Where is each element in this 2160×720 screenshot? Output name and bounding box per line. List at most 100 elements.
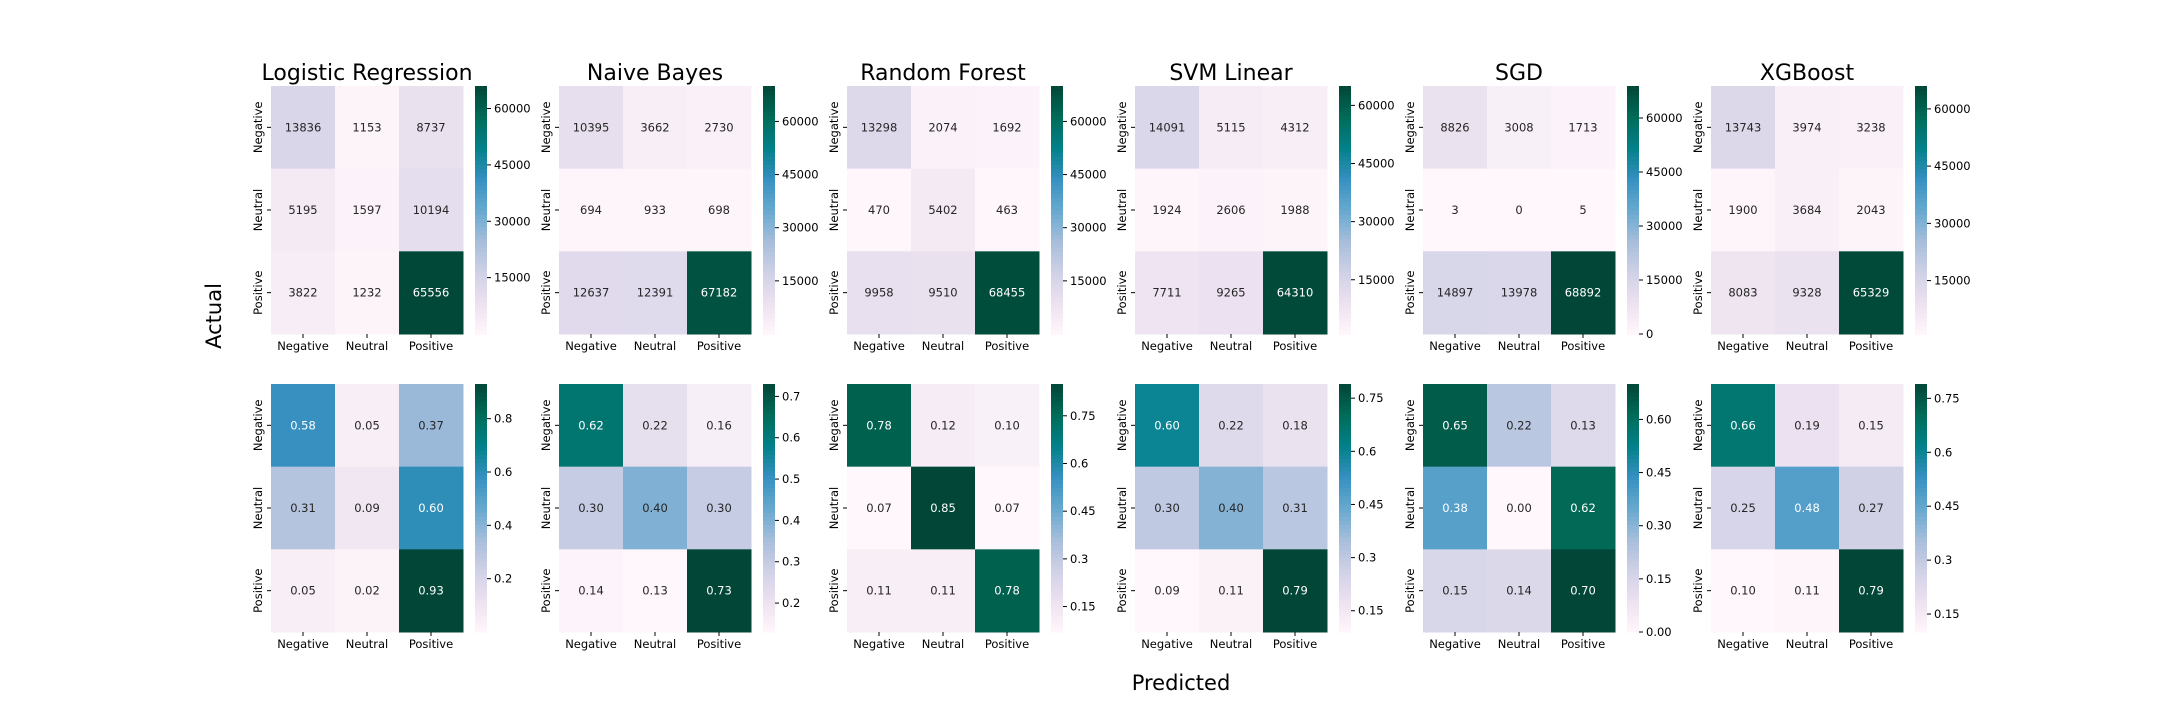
colorbar-segment [1915,557,1927,563]
colorbar-segment [1915,329,1927,335]
cell-value-label: 0.19 [1794,418,1820,432]
normalized-matrix: 0.62 0.22 0.16 0.30 0.40 0.30 0.14 0.13 0.73 Nega… [539,384,752,651]
heatmap-cell [847,466,912,550]
colorbar-segment [1915,127,1927,133]
colorbar-segment [1051,384,1063,389]
colorbar-segment [1339,541,1351,546]
colorbar-segment [1915,545,1927,550]
colorbar-segment [1627,98,1639,104]
heatmap-cell [1487,549,1552,633]
colorbar-segment [1915,549,1927,555]
colorbar-segment [1051,607,1063,612]
colorbar-segment [763,446,775,451]
colorbar-segment [1339,226,1351,232]
colorbar-segment [1051,495,1063,501]
colorbar-segment [475,309,487,314]
heatmap-cell [1263,384,1328,468]
colorbar-segment [475,619,487,625]
colorbar-segment [475,508,487,513]
cell-value-label: 3684 [1792,203,1821,217]
colorbar-segment [763,619,775,625]
colorbar-segment [1339,292,1351,298]
colorbar-segment [1051,90,1063,95]
colorbar-segment [475,267,487,273]
colorbar-segment [1339,450,1351,455]
colorbar-segment [763,578,775,583]
cell-value-label: 5 [1579,203,1586,217]
colorbar-segment [763,454,775,459]
colorbar-segment [1339,280,1351,285]
x-tick-label: Positive [985,637,1029,651]
colorbar-segment [475,127,487,133]
colorbar-segment [1339,210,1351,215]
colorbar-segment [475,425,487,431]
colorbar-segment [1915,152,1927,157]
colorbar-segment [1915,458,1927,464]
colorbar-segment [1051,263,1063,269]
colorbar-segment [1339,152,1351,157]
colorbar-segment [1339,131,1351,137]
colorbar-segment [1051,508,1063,513]
colorbar-segment [763,508,775,513]
colorbar-segment [1339,474,1351,480]
cell-value-label: 3008 [1504,120,1533,134]
cell-value-label: 0.40 [642,501,668,515]
colorbar-segment [1627,230,1639,236]
colorbar-segment [763,441,775,447]
colorbar-segment [1051,553,1063,559]
colorbar-segment [1051,317,1063,323]
y-tick-label: Negative [827,400,841,452]
cell-value-label: 0.38 [1442,501,1468,515]
colorbar-segment [475,446,487,451]
colorbar-segment [763,524,775,530]
colorbar-segment [1051,123,1063,128]
normalized-matrix: 0.78 0.12 0.10 0.07 0.85 0.07 0.11 0.11 0.78 Nega… [827,384,1040,651]
colorbar-segment [1627,516,1639,521]
colorbar-segment [1051,329,1063,335]
colorbar-segment [1339,574,1351,579]
colorbar-segment [1051,325,1063,331]
cell-value-label: 0.79 [1282,584,1308,598]
colorbar-segment [1051,247,1063,252]
cell-value-label: 0.00 [1506,501,1532,515]
x-tick-label: Negative [853,637,905,651]
heatmap-cell [1839,251,1904,335]
y-tick-label: Neutral [1403,189,1417,231]
colorbar-segment [475,462,487,468]
colorbar-segment [763,433,775,439]
colorbar-segment [763,189,775,195]
cell-value-label: 0.48 [1794,501,1820,515]
cell-value-label: 0.25 [1730,501,1756,515]
colorbar-segment [1339,528,1351,534]
heatmap-cell [559,384,624,468]
colorbar-segment [475,582,487,588]
colorbar-segment [1339,94,1351,99]
colorbar-segment [763,218,775,223]
cell-value-label: 14897 [1437,286,1474,300]
heatmap-cell [1551,466,1616,550]
colorbar-segment [1051,292,1063,298]
heatmap-cell [399,168,464,252]
colorbar-segment [1915,172,1927,178]
colorbar-segment [1627,441,1639,447]
cell-value-label: 0.93 [418,584,444,598]
colorbar-segment [763,119,775,124]
colorbar-segment [1339,458,1351,464]
colorbar-segment [1051,234,1063,240]
colorbar-segment [1051,516,1063,521]
colorbar-segment [475,197,487,203]
colorbar-segment [1627,408,1639,414]
colorbar-tick-label: 0.60 [1646,412,1672,426]
colorbar-segment [763,528,775,534]
colorbar-segment [1627,437,1639,443]
colorbar-segment [1339,230,1351,236]
cell-value-label: 68455 [989,286,1026,300]
colorbar-segment [1339,181,1351,186]
colorbar: 0.00 0.15 0.30 0.45 0.60 [1627,384,1672,639]
colorbar-segment [1915,309,1927,314]
colorbar-tick-label: 0.45 [1070,504,1096,518]
colorbar-tick-label: 45000 [1070,168,1107,182]
colorbar-segment [1339,164,1351,170]
colorbar-segment [1627,226,1639,232]
cell-value-label: 4312 [1280,120,1309,134]
